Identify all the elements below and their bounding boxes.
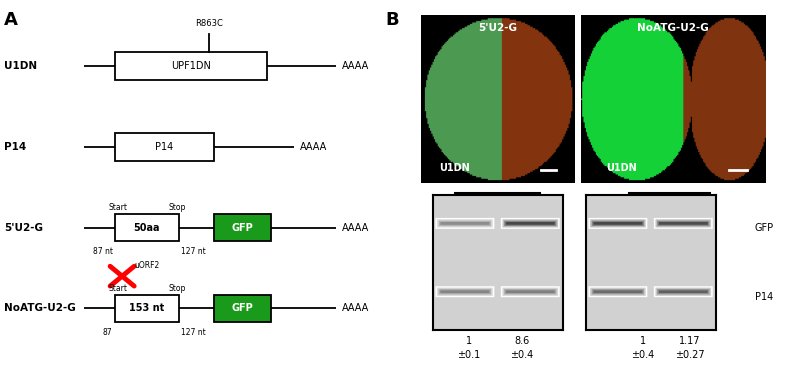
Text: P14: P14	[155, 142, 173, 152]
Text: NoATG-U2-G: NoATG-U2-G	[4, 303, 76, 313]
Text: 127 nt: 127 nt	[181, 327, 206, 337]
Bar	[214, 294, 271, 322]
Bar	[115, 52, 268, 80]
Text: AAAA: AAAA	[342, 303, 369, 313]
Text: 5'U2-G: 5'U2-G	[478, 175, 517, 185]
Text: Stop: Stop	[168, 284, 187, 293]
Text: B: B	[386, 11, 399, 29]
Text: GFP: GFP	[755, 222, 774, 233]
Text: ±0.27: ±0.27	[675, 350, 704, 360]
Text: Stop: Stop	[168, 203, 187, 212]
Text: ±0.1: ±0.1	[457, 350, 480, 360]
Text: A: A	[4, 11, 17, 29]
Text: –: –	[640, 200, 646, 213]
Text: R863C: R863C	[195, 19, 223, 29]
Text: Start: Start	[109, 284, 127, 293]
Text: U1DN: U1DN	[677, 200, 703, 209]
Text: NoATG-U2-G: NoATG-U2-G	[634, 175, 705, 185]
Text: 153 nt: 153 nt	[129, 303, 164, 313]
Text: ±0.4: ±0.4	[510, 350, 533, 360]
Bar	[115, 214, 179, 241]
Text: P14: P14	[4, 142, 26, 152]
Text: Start: Start	[109, 203, 127, 212]
Text: ±0.4: ±0.4	[631, 350, 655, 360]
Text: 50aa: 50aa	[134, 222, 161, 233]
Text: U1DN: U1DN	[508, 200, 534, 209]
Text: U1DN: U1DN	[606, 163, 637, 173]
Text: uORF2: uORF2	[135, 261, 160, 270]
Text: 5'U2-G: 5'U2-G	[478, 23, 517, 33]
Text: 1: 1	[466, 336, 472, 346]
Text: NoATG-U2-G: NoATG-U2-G	[637, 23, 709, 33]
Text: 1.17: 1.17	[679, 336, 700, 346]
Text: 8.6: 8.6	[514, 336, 529, 346]
Text: GFP: GFP	[231, 303, 253, 313]
Text: 87 nt: 87 nt	[93, 247, 113, 256]
Text: AAAA: AAAA	[342, 222, 369, 233]
Bar	[115, 133, 214, 161]
Text: UPF1DN: UPF1DN	[171, 61, 211, 71]
Text: GFP: GFP	[231, 222, 253, 233]
Text: 87: 87	[103, 327, 113, 337]
Bar	[214, 214, 271, 241]
Text: U1DN: U1DN	[439, 163, 470, 173]
Text: 1: 1	[640, 336, 646, 346]
Bar	[115, 294, 179, 322]
Text: AAAA: AAAA	[300, 142, 327, 152]
Text: –: –	[466, 200, 472, 213]
Text: P14: P14	[755, 292, 773, 302]
Text: 5'U2-G: 5'U2-G	[4, 222, 42, 233]
Text: AAAA: AAAA	[342, 61, 369, 71]
Text: U1DN: U1DN	[4, 61, 37, 71]
Text: 127 nt: 127 nt	[181, 247, 206, 256]
